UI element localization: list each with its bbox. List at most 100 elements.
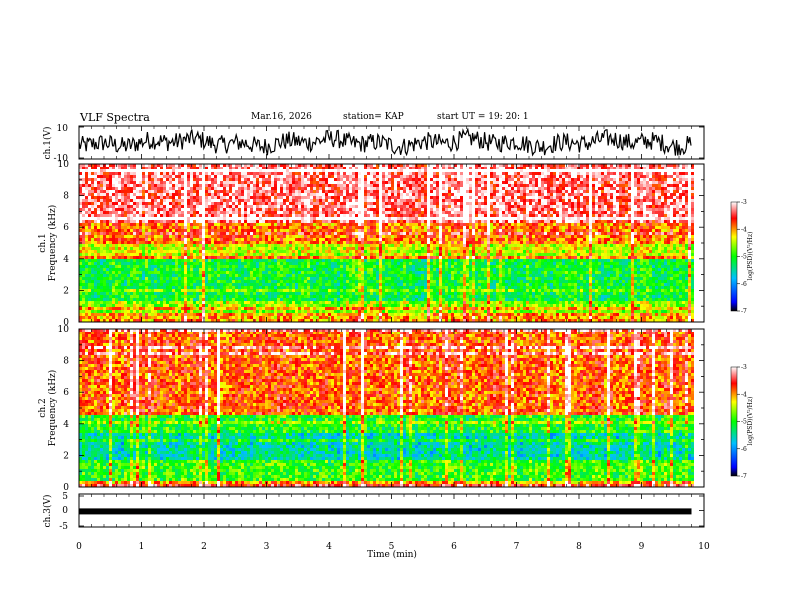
spectrogram-cell xyxy=(154,250,157,253)
spectrogram-cell xyxy=(289,310,292,313)
spectrogram-cell xyxy=(121,196,124,199)
spectrogram-cell xyxy=(118,250,121,253)
spectrogram-cell xyxy=(235,247,238,250)
spectrogram-cell xyxy=(142,178,145,181)
spectrogram-cell xyxy=(172,175,175,178)
spectrogram-cell xyxy=(238,307,241,310)
spectrogram-cell xyxy=(184,220,187,223)
spectrogram-cell xyxy=(139,271,142,274)
spectrogram-cell xyxy=(271,307,274,310)
spectrogram-cell xyxy=(169,277,172,280)
spectrogram-cell xyxy=(133,283,136,286)
spectrogram-cell xyxy=(226,202,229,205)
spectrogram-cell xyxy=(208,301,211,304)
spectrogram-cell xyxy=(139,193,142,196)
spectrogram-cell xyxy=(160,268,163,271)
spectrogram-cell xyxy=(133,253,136,256)
spectrogram-cell xyxy=(247,268,250,271)
spectrogram-cell xyxy=(244,244,247,247)
spectrogram-cell xyxy=(166,235,169,238)
spectrogram-cell xyxy=(133,172,136,175)
spectrogram-cell xyxy=(250,274,253,277)
spectrogram-cell xyxy=(112,184,115,187)
spectrogram-cell xyxy=(178,241,181,244)
spectrogram-cell xyxy=(148,277,151,280)
spectrogram-cell xyxy=(262,289,265,292)
spectrogram-cell xyxy=(247,307,250,310)
spectrogram-cell xyxy=(127,229,130,232)
spectrogram-cell xyxy=(199,274,202,277)
spectrogram-cell xyxy=(109,229,112,232)
spectrogram-cell xyxy=(226,211,229,214)
spectrogram-cell xyxy=(292,262,295,265)
spectrogram-cell xyxy=(271,298,274,301)
spectrogram-cell xyxy=(283,244,286,247)
spectrogram-cell xyxy=(85,178,88,181)
spectrogram-cell xyxy=(139,313,142,316)
spectrogram-cell xyxy=(214,229,217,232)
spectrogram-cell xyxy=(142,262,145,265)
spectrogram-cell xyxy=(160,253,163,256)
spectrogram-cell xyxy=(220,259,223,262)
spectrogram-cell xyxy=(136,178,139,181)
spectrogram-cell xyxy=(256,241,259,244)
spectrogram-cell xyxy=(103,190,106,193)
spectrogram-cell xyxy=(166,307,169,310)
spectrogram-cell xyxy=(151,175,154,178)
spectrogram-cell xyxy=(163,286,166,289)
spectrogram-cell xyxy=(121,217,124,220)
spectrogram-cell xyxy=(133,271,136,274)
spectrogram-cell xyxy=(88,265,91,268)
spectrogram-cell xyxy=(223,268,226,271)
spectrogram-cell xyxy=(280,181,283,184)
spectrogram-cell xyxy=(115,250,118,253)
spectrogram-cell xyxy=(211,208,214,211)
spectrogram-cell xyxy=(85,259,88,262)
spectrogram-cell xyxy=(124,271,127,274)
spectrogram-cell xyxy=(214,274,217,277)
spectrogram-cell xyxy=(226,175,229,178)
spectrogram-cell xyxy=(94,208,97,211)
spectrogram-cell xyxy=(289,205,292,208)
spectrogram-cell xyxy=(211,241,214,244)
spectrogram-cell xyxy=(223,301,226,304)
spectrogram-cell xyxy=(106,214,109,217)
spectrogram-cell xyxy=(127,250,130,253)
spectrogram-cell xyxy=(169,292,172,295)
spectrogram-cell xyxy=(88,262,91,265)
spectrogram-cell xyxy=(205,208,208,211)
spectrogram-cell xyxy=(292,178,295,181)
spectrogram-cell xyxy=(172,283,175,286)
spectrogram-cell xyxy=(274,193,277,196)
spectrogram-cell xyxy=(238,295,241,298)
spectrogram-cell xyxy=(292,304,295,307)
spectrogram-cell xyxy=(82,286,85,289)
spectrogram-cell xyxy=(106,175,109,178)
spectrogram-cell xyxy=(193,190,196,193)
spectrogram-cell xyxy=(217,199,220,202)
spectrogram-cell xyxy=(292,235,295,238)
spectrogram-cell xyxy=(283,187,286,190)
spectrogram-cell xyxy=(193,295,196,298)
spectrogram-cell xyxy=(148,307,151,310)
spectrogram-cell xyxy=(211,220,214,223)
spectrogram-cell xyxy=(265,271,268,274)
spectrogram-cell xyxy=(85,262,88,265)
spectrogram-cell xyxy=(253,199,256,202)
spectrogram-cell xyxy=(271,229,274,232)
spectrogram-cell xyxy=(187,241,190,244)
spectrogram-cell xyxy=(295,304,298,307)
spectrogram-cell xyxy=(88,235,91,238)
spectrogram-cell xyxy=(115,277,118,280)
spectrogram-cell xyxy=(184,217,187,220)
spectrogram-cell xyxy=(199,205,202,208)
spectrogram-cell xyxy=(91,256,94,259)
spectrogram-cell xyxy=(127,286,130,289)
spectrogram-cell xyxy=(154,244,157,247)
spectrogram-cell xyxy=(232,274,235,277)
spectrogram-cell xyxy=(163,196,166,199)
spectrogram-cell xyxy=(190,223,193,226)
spectrogram-cell xyxy=(253,313,256,316)
spectrogram-cell xyxy=(100,175,103,178)
spectrogram-cell xyxy=(88,172,91,175)
